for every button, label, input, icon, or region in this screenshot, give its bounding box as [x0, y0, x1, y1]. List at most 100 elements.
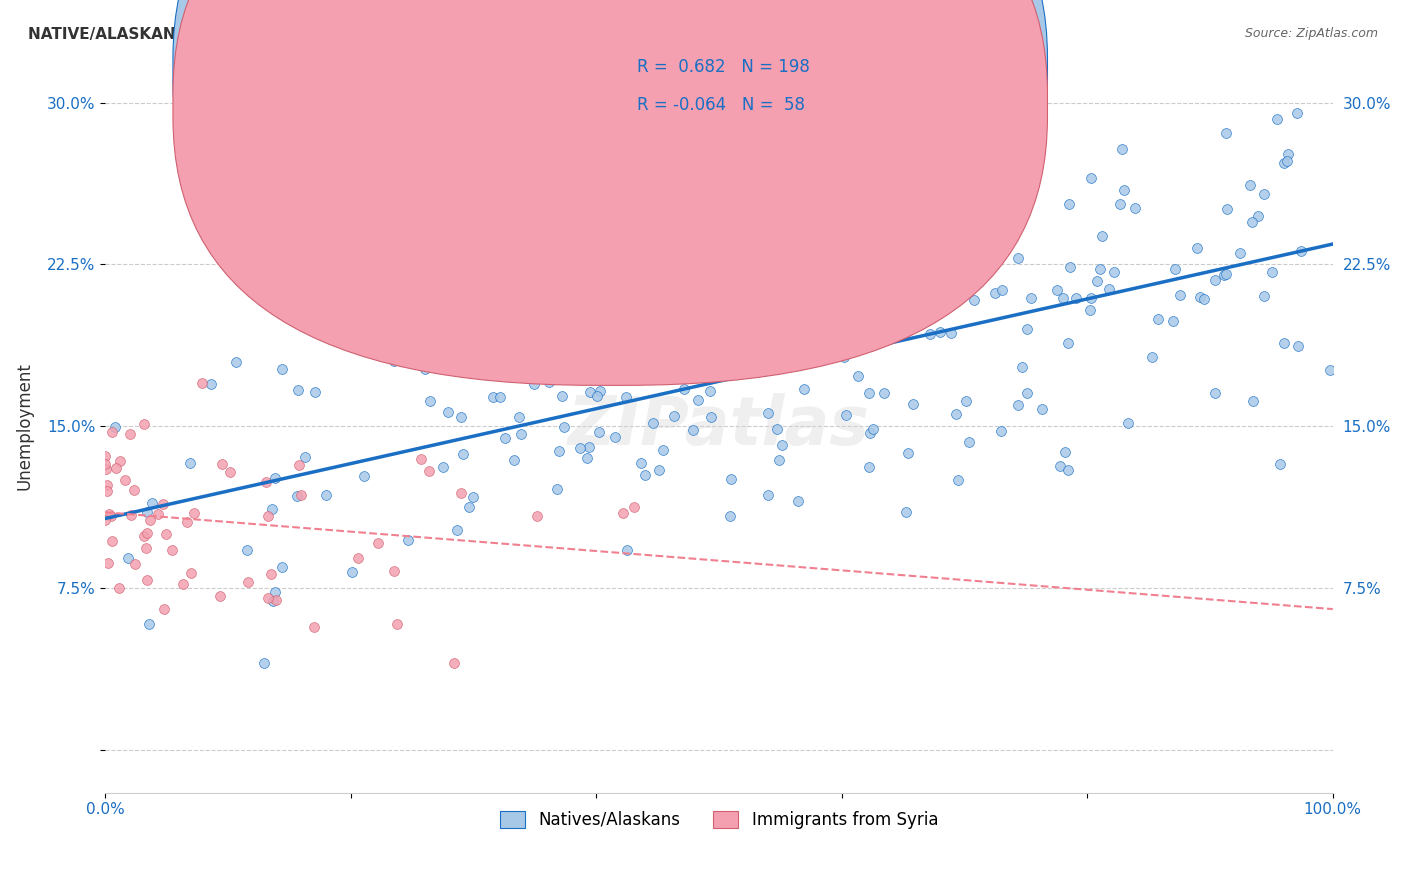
- Point: [96, 484, 118, 499]
- Point: [176, 515, 198, 529]
- Point: [673, 382, 696, 396]
- Point: [152, 602, 174, 616]
- Point: [1253, 289, 1275, 303]
- Point: [643, 417, 665, 431]
- Point: [1272, 335, 1295, 350]
- Point: [101, 425, 124, 439]
- Point: [101, 533, 124, 548]
- Point: [686, 392, 709, 407]
- Point: [1277, 147, 1299, 161]
- Point: [588, 425, 610, 440]
- Point: [382, 564, 405, 578]
- Point: [858, 460, 880, 475]
- Point: [612, 506, 634, 520]
- Point: [700, 409, 723, 424]
- Point: [294, 450, 316, 464]
- Point: [808, 337, 831, 351]
- Point: [934, 275, 956, 289]
- Point: [1239, 178, 1261, 193]
- Point: [450, 485, 472, 500]
- Point: [589, 384, 612, 398]
- Point: [858, 385, 880, 400]
- Point: [136, 526, 159, 541]
- Point: [579, 384, 602, 399]
- Point: [1054, 444, 1077, 458]
- Point: [1192, 292, 1215, 306]
- Point: [124, 557, 146, 571]
- Point: [1140, 350, 1163, 364]
- Point: [662, 409, 685, 424]
- Point: [523, 377, 546, 392]
- Point: [957, 279, 980, 293]
- Point: [413, 361, 436, 376]
- Point: [682, 292, 704, 306]
- Point: [260, 566, 283, 581]
- Point: [451, 447, 474, 461]
- Point: [946, 473, 969, 487]
- Point: [494, 431, 516, 445]
- Point: [560, 173, 582, 187]
- Point: [262, 593, 284, 607]
- Point: [614, 391, 637, 405]
- Point: [523, 318, 546, 333]
- Point: [768, 452, 790, 467]
- Point: [901, 397, 924, 411]
- Point: [98, 508, 121, 522]
- Point: [315, 487, 337, 501]
- Point: [1098, 282, 1121, 296]
- Point: [630, 456, 652, 470]
- Point: [100, 509, 122, 524]
- Point: [959, 434, 981, 449]
- Point: [766, 422, 789, 436]
- Point: [458, 500, 481, 514]
- Point: [1080, 291, 1102, 305]
- Point: [135, 541, 157, 555]
- Point: [209, 589, 232, 603]
- Point: [1123, 201, 1146, 215]
- Point: [96, 478, 118, 492]
- Point: [264, 585, 287, 599]
- Point: [180, 566, 202, 580]
- Point: [553, 420, 575, 434]
- Point: [271, 362, 294, 376]
- Point: [152, 497, 174, 511]
- Point: [1007, 398, 1029, 412]
- Point: [1029, 95, 1052, 110]
- Point: [432, 459, 454, 474]
- Point: [1059, 260, 1081, 274]
- Point: [548, 444, 571, 458]
- Point: [754, 273, 776, 287]
- Point: [443, 657, 465, 671]
- Point: [118, 427, 141, 442]
- Point: [1215, 126, 1237, 140]
- Point: [984, 189, 1007, 203]
- Point: [1164, 262, 1187, 277]
- Point: [211, 457, 233, 471]
- Point: [254, 475, 277, 489]
- Point: [382, 353, 405, 368]
- Point: [1275, 153, 1298, 168]
- Point: [155, 527, 177, 541]
- Point: [1147, 312, 1170, 326]
- Text: ZIPatlas: ZIPatlas: [568, 393, 870, 459]
- Point: [1019, 292, 1042, 306]
- Point: [183, 506, 205, 520]
- Point: [896, 504, 918, 518]
- Point: [756, 488, 779, 502]
- Point: [652, 442, 675, 457]
- Point: [538, 375, 561, 389]
- Point: [990, 425, 1012, 439]
- Point: [1080, 171, 1102, 186]
- Point: [623, 500, 645, 514]
- Point: [1064, 291, 1087, 305]
- Point: [846, 369, 869, 384]
- Point: [1057, 196, 1080, 211]
- Point: [1212, 268, 1234, 282]
- Point: [773, 251, 796, 265]
- Point: [385, 616, 408, 631]
- Point: [616, 543, 638, 558]
- Point: [419, 393, 441, 408]
- Point: [772, 321, 794, 335]
- Point: [290, 488, 312, 502]
- Point: [94, 457, 117, 471]
